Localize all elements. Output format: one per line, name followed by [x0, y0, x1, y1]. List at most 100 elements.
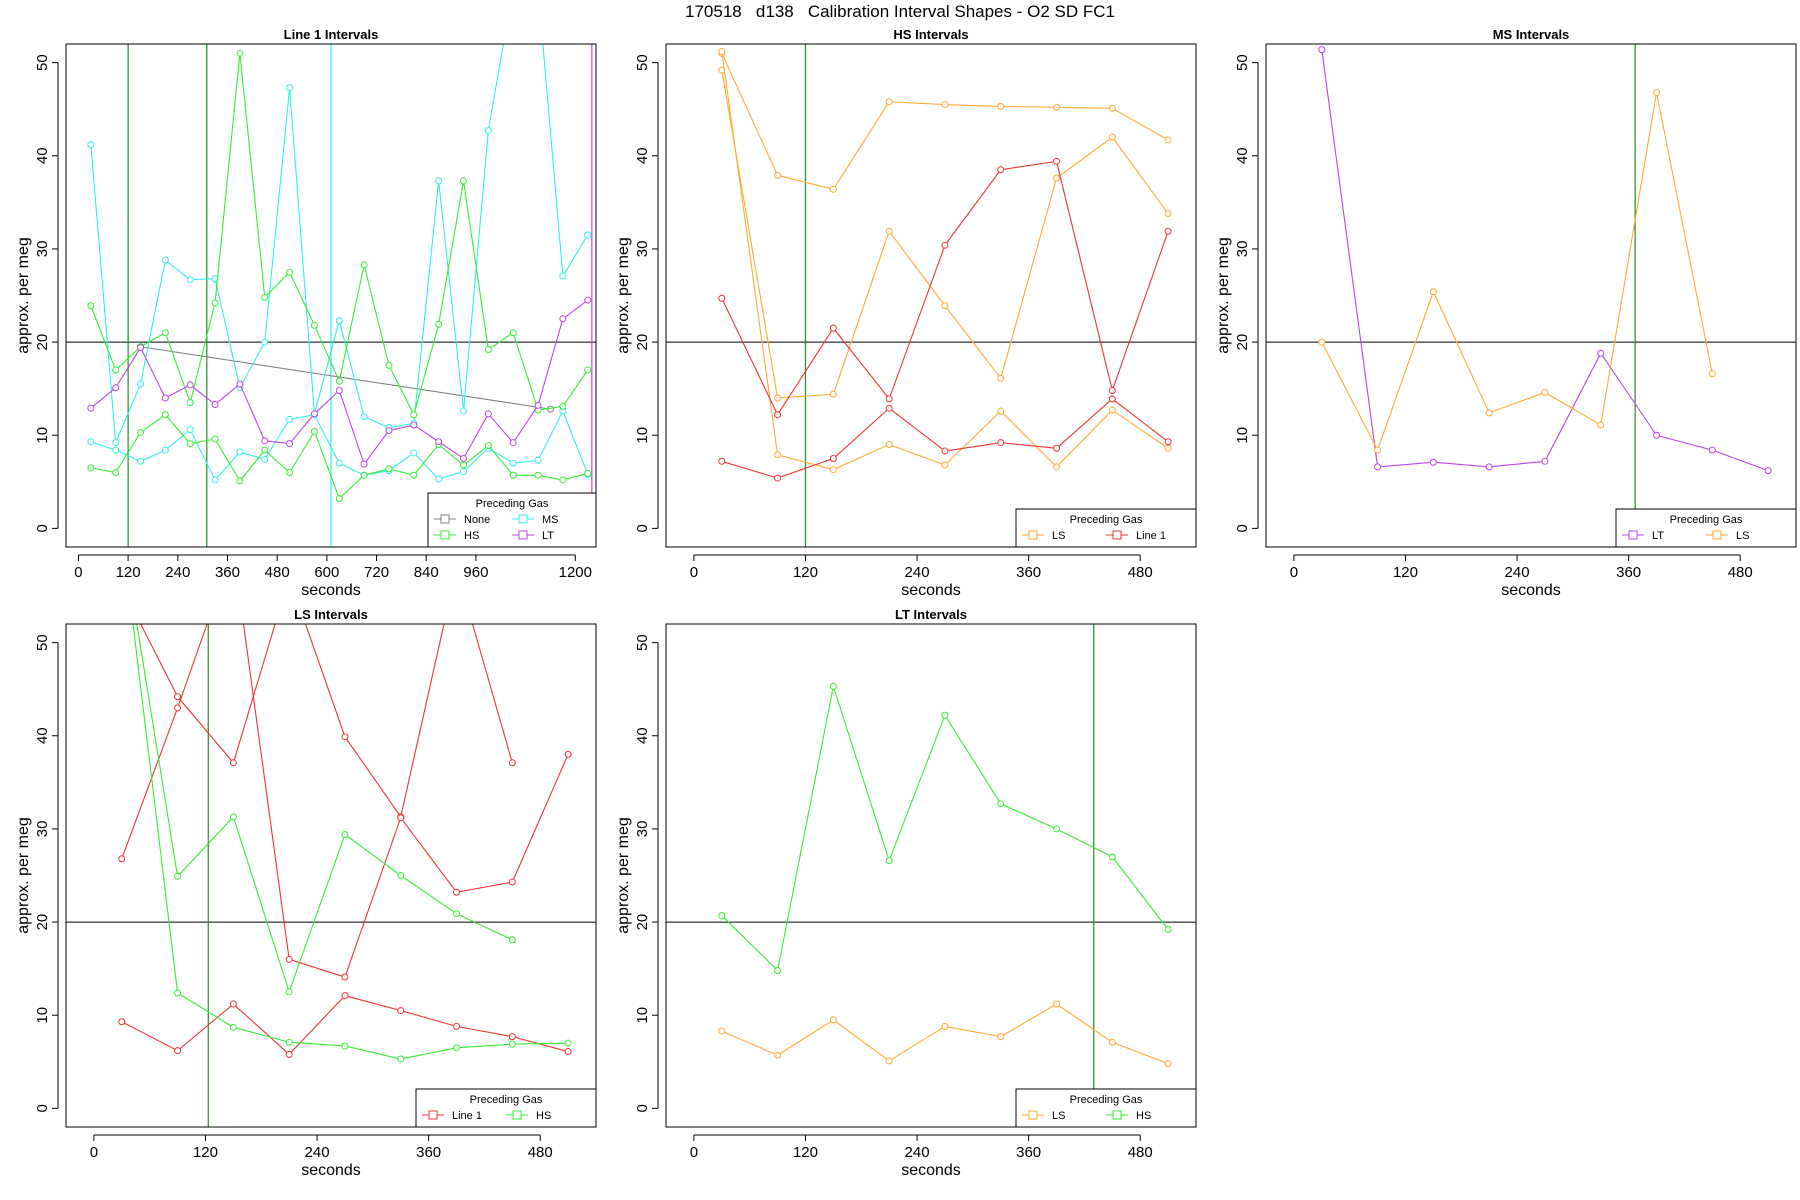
data-point-ls: [774, 171, 782, 179]
legend-entry-hs: HS: [536, 1110, 551, 1122]
data-point-ms: [261, 455, 269, 463]
plot-frame: [1265, 43, 1797, 548]
series-line-hs: [90, 53, 589, 417]
y-axis-label: approx. per meg: [15, 237, 32, 354]
data-point-hs: [508, 936, 516, 944]
plot-area: [66, 624, 596, 1127]
data-point-hs: [509, 471, 517, 479]
y-tick-label: 50: [34, 54, 51, 71]
data-point-ms: [360, 413, 368, 421]
panel-title: HS Intervals: [893, 27, 968, 42]
data-point-hs: [509, 329, 517, 337]
data-point-ls: [1429, 288, 1437, 296]
data-point-hs: [360, 261, 368, 269]
data-point-hs: [87, 302, 95, 310]
legend-box: [415, 1088, 597, 1128]
data-point-ms: [286, 415, 294, 423]
data-point-line-1: [174, 704, 182, 712]
hs-intervals-panel: HS Intervals 0 10 20 30 40 50 approx. per meg 0 1…: [615, 27, 1197, 599]
x-tick-label: 360: [1016, 1144, 1041, 1161]
legend-entry-ls: LS: [1052, 530, 1065, 542]
data-point-line-1: [718, 294, 726, 302]
data-point-hs: [534, 471, 542, 479]
legend-entry-line-1: Line 1: [452, 1110, 482, 1122]
data-point-line-1: [174, 693, 182, 701]
legend-box: [427, 492, 597, 548]
y-tick-label: 50: [34, 634, 51, 651]
data-point-line-1: [508, 878, 516, 886]
data-point-ls: [1108, 133, 1116, 141]
data-point-hs: [385, 465, 393, 473]
series-line-none: [140, 346, 551, 410]
data-point-hs: [410, 471, 418, 479]
data-point-line-1: [508, 1033, 516, 1041]
data-point-lt: [584, 296, 592, 304]
data-point-lt: [385, 427, 393, 435]
x-tick-label: 360: [416, 1144, 441, 1161]
legend-swatch-marker-lt: [518, 530, 528, 540]
data-point-line-1: [453, 888, 461, 896]
legend-swatch-marker-none: [440, 514, 450, 524]
x-tick-label: 0: [1290, 564, 1298, 581]
data-point-ls: [885, 98, 893, 106]
series-line-ls: [721, 53, 1169, 190]
data-point-hs: [87, 464, 95, 472]
x-axis-label: seconds: [901, 582, 961, 599]
data-point-hs: [137, 428, 145, 436]
data-point-line-1: [941, 241, 949, 249]
x-tick-label: 480: [1128, 1144, 1153, 1161]
data-point-hs: [229, 1023, 237, 1031]
series-line-hs: [90, 413, 588, 500]
y-tick-label: 20: [34, 914, 51, 931]
x-tick-label: 1200: [559, 564, 592, 581]
data-point-ls: [941, 461, 949, 469]
plot-area: [666, 44, 1196, 547]
data-point-ls: [885, 441, 893, 449]
data-point-hs: [161, 411, 169, 419]
data-point-ls: [1108, 406, 1116, 414]
x-tick-label: 360: [1616, 564, 1641, 581]
data-point-ms: [186, 276, 194, 284]
legend-entry-ms: MS: [542, 514, 559, 526]
data-point-hs: [211, 435, 219, 443]
plot-frame: [665, 43, 1197, 548]
data-point-hs: [335, 377, 343, 385]
data-point-ms: [460, 468, 467, 476]
data-point-lt: [1764, 467, 1772, 475]
data-point-ls: [1108, 1038, 1116, 1046]
x-tick-label: 240: [1505, 564, 1530, 581]
series-line-ms: [90, 44, 589, 443]
data-point-lt: [87, 404, 95, 412]
data-point-hs: [941, 711, 949, 719]
y-tick-label: 30: [34, 241, 51, 258]
series-line-ls: [1321, 92, 1713, 452]
plot-area: [666, 624, 1196, 1127]
x-tick-label: 240: [305, 1144, 330, 1161]
data-point-line-1: [829, 455, 837, 463]
y-tick-label: 40: [1234, 147, 1251, 164]
data-point-hs: [885, 857, 893, 865]
data-point-line-1: [285, 1050, 293, 1058]
x-tick-label: 240: [905, 564, 930, 581]
x-axis-label: seconds: [301, 1162, 361, 1179]
series-line-line-1: [140, 624, 513, 819]
data-point-ms: [484, 127, 492, 135]
y-tick-label: 20: [34, 334, 51, 351]
y-tick-label: 10: [634, 1007, 651, 1024]
legend-entry-hs: HS: [464, 530, 479, 542]
data-point-hs: [774, 967, 782, 975]
x-axis-label: seconds: [301, 582, 361, 599]
data-point-hs: [1164, 926, 1172, 934]
data-point-ms: [87, 438, 95, 446]
data-point-ls: [1485, 409, 1493, 417]
data-point-line-1: [1164, 438, 1172, 446]
data-point-line-1: [397, 1007, 405, 1015]
data-point-hs: [229, 813, 237, 821]
data-point-line-1: [1053, 157, 1061, 165]
legend-swatch-marker-line-1: [1112, 530, 1122, 540]
data-point-ls: [941, 1022, 949, 1030]
legend-swatch-marker-hs: [440, 530, 450, 540]
legend-swatch-marker-ms: [518, 514, 528, 524]
data-point-ms: [509, 459, 517, 467]
data-point-hs: [174, 872, 182, 880]
